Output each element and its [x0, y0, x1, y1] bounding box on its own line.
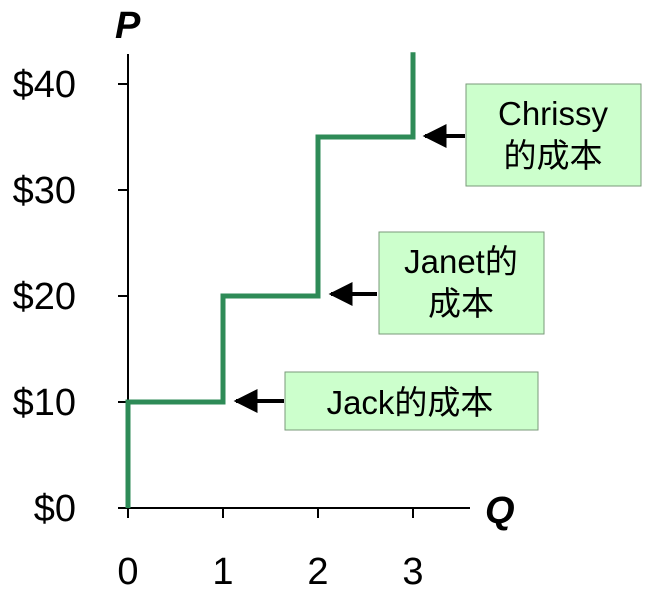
x-tick-label: 2 — [307, 551, 328, 593]
callout-1: Jack的成本 — [233, 371, 539, 431]
callout-box — [465, 83, 642, 187]
y-tick-label: $10 — [13, 382, 76, 424]
callout-box — [284, 371, 539, 431]
y-axis-title: P — [115, 5, 141, 47]
y-tick-label: $30 — [13, 170, 76, 212]
x-axis-title: Q — [485, 490, 515, 532]
x-tick-label: 3 — [402, 551, 423, 593]
callout-label: 的成本 — [504, 137, 603, 174]
y-tick-label: $20 — [13, 276, 76, 318]
series-step-line — [125, 52, 416, 508]
callout-label: Chrissy — [498, 95, 609, 132]
x-tick-label: 1 — [212, 551, 233, 593]
x-tick-label: 0 — [117, 551, 138, 593]
y-tick-label: $0 — [34, 488, 76, 530]
callout-label: Janet的 — [404, 243, 518, 280]
callout-3: Chrissy 的成本 — [422, 83, 642, 187]
y-ticks: $0 $10 $20 $30 $40 — [13, 64, 128, 530]
callout-box — [378, 231, 545, 335]
x-ticks: 0 1 2 3 — [117, 508, 424, 593]
callout-label: 成本 — [428, 285, 494, 322]
y-tick-label: $40 — [13, 64, 76, 106]
callout-label: Jack的成本 — [327, 384, 494, 421]
